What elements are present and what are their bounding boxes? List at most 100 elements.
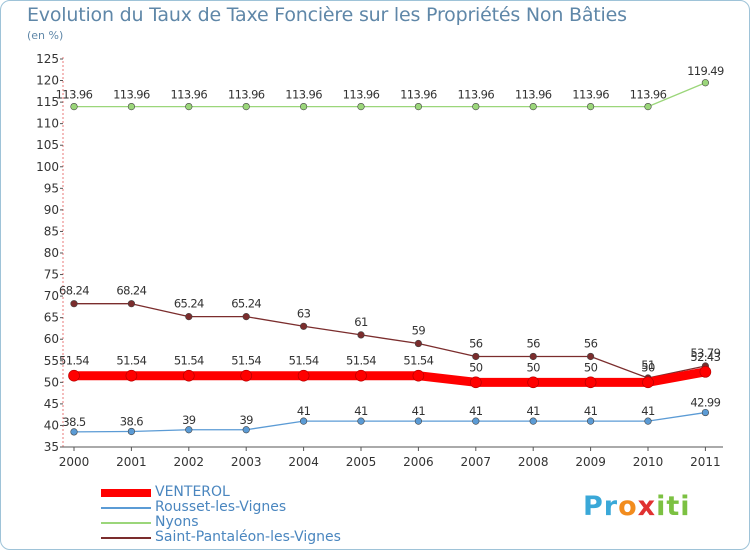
- logo-part-2: o: [618, 491, 638, 522]
- y-tick-label-35: 35: [44, 440, 59, 454]
- point-venterol-2009: [584, 376, 597, 389]
- legend-label-rousset: Rousset-les-Vignes: [155, 499, 287, 515]
- point-saint-pantaleon-les-vignes-2002: [185, 313, 193, 321]
- data-label-saint-pantaleon-les-vignes-2006: 59: [412, 324, 426, 338]
- x-tick-label-2007: 2007: [461, 455, 492, 469]
- y-tick-label-105: 105: [36, 138, 59, 152]
- data-label-saint-pantaleon-les-vignes-2007: 56: [469, 336, 483, 350]
- point-venterol-2008: [527, 376, 540, 389]
- point-rousset-les-vignes-2006: [414, 417, 423, 425]
- logo-part-4: iti: [656, 491, 691, 522]
- point-nyons-2005: [357, 102, 365, 111]
- data-label-rousset-les-vignes-2010: 41: [641, 404, 655, 418]
- data-label-nyons-2008: 113.96: [515, 88, 552, 102]
- data-label-nyons-2003: 113.96: [228, 88, 265, 102]
- y-tick-label-50: 50: [44, 375, 59, 389]
- x-tick-label-2008: 2008: [518, 455, 549, 469]
- x-tick-label-2003: 2003: [231, 455, 262, 469]
- y-axis-unit-label: (en %): [27, 29, 64, 42]
- point-rousset-les-vignes-2008: [529, 417, 537, 425]
- point-rousset-les-vignes-2007: [472, 417, 480, 425]
- x-tick-label-2004: 2004: [288, 455, 319, 469]
- y-tick-label-45: 45: [44, 397, 59, 411]
- data-label-venterol-2009: 50: [584, 360, 598, 374]
- x-tick-label-2005: 2005: [346, 455, 377, 469]
- legend-item-saint-pantaleon: Saint-Pantaléon-les-Vignes: [101, 530, 341, 545]
- point-nyons-2010: [644, 102, 652, 111]
- y-tick-label-100: 100: [36, 160, 59, 174]
- data-label-saint-pantaleon-les-vignes-2000: 68.24: [59, 284, 89, 298]
- data-label-venterol-2002: 51.54: [174, 354, 204, 368]
- data-label-rousset-les-vignes-2002: 39: [182, 413, 196, 427]
- data-label-nyons-2009: 113.96: [572, 88, 609, 102]
- data-label-saint-pantaleon-les-vignes-2011: 53.79: [690, 346, 720, 360]
- y-tick-label-55: 55: [44, 354, 59, 368]
- legend-label-nyons: Nyons: [155, 514, 199, 530]
- data-label-nyons-2004: 113.96: [285, 88, 322, 102]
- legend: VENTEROL Rousset-les-Vignes Nyons Saint-…: [101, 485, 341, 545]
- x-tick-label-2002: 2002: [174, 455, 205, 469]
- point-nyons-2000: [70, 102, 78, 111]
- x-tick-label-2011: 2011: [690, 455, 721, 469]
- x-tick-label-2009: 2009: [575, 455, 606, 469]
- legend-item-rousset: Rousset-les-Vignes: [101, 500, 341, 515]
- legend-label-saint-pantaleon: Saint-Pantaléon-les-Vignes: [155, 529, 341, 545]
- x-tick-label-2001: 2001: [116, 455, 147, 469]
- data-label-venterol-2004: 51.54: [289, 354, 319, 368]
- data-label-venterol-2010: 50: [641, 360, 655, 374]
- y-tick-label-60: 60: [44, 332, 59, 346]
- point-rousset-les-vignes-2003: [242, 426, 250, 434]
- point-saint-pantaleon-les-vignes-2001: [127, 300, 135, 308]
- point-rousset-les-vignes-2002: [185, 426, 193, 434]
- data-label-venterol-2005: 51.54: [346, 354, 376, 368]
- point-rousset-les-vignes-2000: [70, 428, 78, 436]
- point-nyons-2007: [472, 102, 480, 111]
- data-label-venterol-2011: 52.43: [690, 350, 720, 364]
- data-label-saint-pantaleon-les-vignes-2008: 56: [526, 336, 540, 350]
- legend-swatch-venterol: [101, 488, 151, 497]
- point-rousset-les-vignes-2004: [300, 417, 308, 425]
- data-label-nyons-2005: 113.96: [343, 88, 380, 102]
- series-line-rousset-les-vignes: [73, 411, 707, 433]
- data-label-rousset-les-vignes-2001: 38.6: [120, 414, 143, 428]
- logo-part-1: Pr: [583, 491, 619, 522]
- proxiti-logo: Proxiti: [583, 491, 691, 522]
- data-label-saint-pantaleon-les-vignes-2009: 56: [584, 336, 598, 350]
- point-venterol-2004: [297, 369, 310, 382]
- data-label-nyons-2011: 119.49: [687, 64, 724, 78]
- data-label-venterol-2006: 51.54: [403, 354, 433, 368]
- data-label-rousset-les-vignes-2003: 39: [239, 413, 253, 427]
- point-saint-pantaleon-les-vignes-2008: [529, 352, 537, 361]
- data-label-rousset-les-vignes-2008: 41: [526, 404, 540, 418]
- data-label-venterol-2000: 51.54: [59, 354, 89, 368]
- point-venterol-2011: [699, 366, 712, 378]
- point-rousset-les-vignes-2011: [701, 408, 710, 417]
- point-saint-pantaleon-les-vignes-2004: [300, 322, 308, 330]
- point-venterol-2002: [183, 369, 195, 382]
- y-tick-label-80: 80: [44, 246, 59, 260]
- logo-part-3: x: [637, 491, 657, 522]
- series-line-nyons: [73, 82, 707, 108]
- y-tick-label-120: 120: [36, 74, 59, 88]
- point-venterol-2010: [642, 376, 654, 389]
- series-line-venterol: [69, 367, 710, 387]
- chart-title: Evolution du Taux de Taxe Foncière sur l…: [27, 4, 627, 26]
- point-venterol-2003: [240, 369, 252, 382]
- data-label-saint-pantaleon-les-vignes-2004: 63: [297, 306, 311, 320]
- legend-item-venterol: VENTEROL: [101, 485, 341, 500]
- data-label-rousset-les-vignes-2009: 41: [584, 404, 598, 418]
- data-label-saint-pantaleon-les-vignes-2010: 51: [641, 358, 655, 372]
- point-saint-pantaleon-les-vignes-2006: [414, 339, 423, 348]
- data-label-nyons-2000: 113.96: [56, 88, 93, 102]
- x-tick-label-2000: 2000: [59, 455, 90, 469]
- data-label-venterol-2007: 50: [469, 360, 483, 374]
- y-tick-label-70: 70: [44, 289, 59, 303]
- data-label-saint-pantaleon-les-vignes-2003: 65.24: [231, 297, 261, 311]
- y-tick-label-65: 65: [44, 311, 59, 325]
- series-line-saint-pantaleon-les-vignes: [73, 303, 707, 379]
- data-label-saint-pantaleon-les-vignes-2001: 68.24: [116, 284, 146, 298]
- point-venterol-2005: [355, 369, 367, 382]
- point-nyons-2002: [185, 102, 193, 111]
